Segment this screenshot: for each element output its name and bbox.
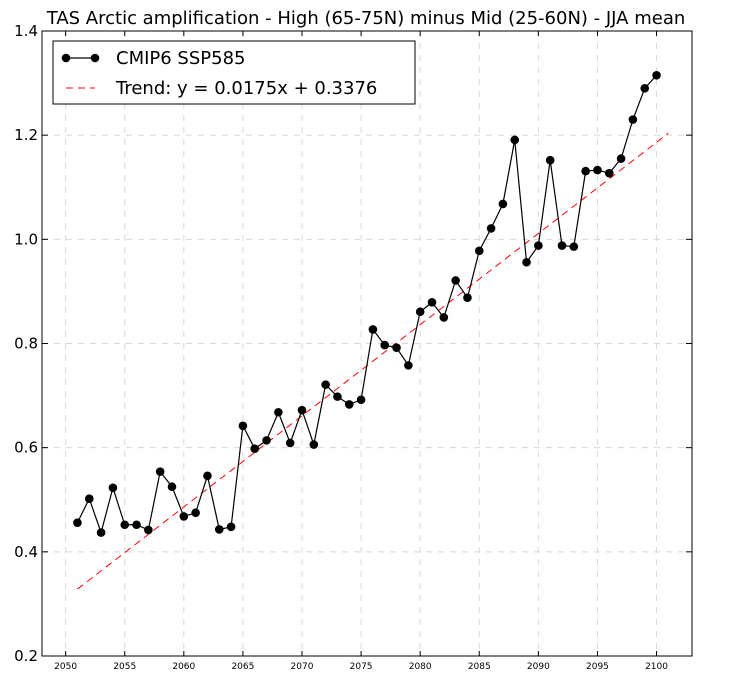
x-tick-label: 2075 (350, 662, 373, 672)
legend-label-cmip6: CMIP6 SSP585 (116, 48, 246, 69)
data-point (593, 165, 602, 175)
y-tick-label: 0.8 (14, 335, 38, 353)
data-point (96, 528, 106, 537)
legend: CMIP6 SSP585 Trend: y = 0.0175x + 0.3376 (52, 40, 416, 105)
data-point (569, 242, 579, 251)
data-point (486, 224, 496, 233)
x-tick-label: 2095 (586, 662, 609, 672)
grid (42, 30, 692, 657)
data-point (557, 241, 567, 250)
x-tick-label: 2065 (231, 662, 254, 672)
data-point (84, 494, 94, 504)
legend-label-trend: Trend: y = 0.0175x + 0.3376 (115, 78, 377, 99)
y-tick-label: 0.4 (14, 543, 38, 561)
data-point (534, 241, 543, 250)
data-point (297, 405, 307, 415)
data-point (604, 168, 614, 178)
x-tick-label: 2055 (113, 662, 136, 672)
data-point (120, 520, 130, 530)
data-point (132, 520, 141, 530)
data-point (392, 343, 401, 352)
data-point (510, 135, 520, 145)
data-point (356, 395, 366, 405)
data-point (498, 199, 508, 209)
x-tick-label: 2085 (468, 662, 491, 672)
data-point (415, 307, 425, 317)
x-tick-label: 2070 (291, 662, 314, 672)
data-point (439, 313, 449, 322)
data-point (155, 467, 165, 476)
series-line-cmip6 (76, 74, 657, 535)
data-point (321, 380, 330, 389)
x-tick-label: 2080 (409, 662, 432, 672)
data-point (474, 246, 484, 256)
chart-title: TAS Arctic amplification - High (65-75N)… (46, 8, 686, 29)
data-point (463, 293, 472, 302)
data-point (368, 325, 378, 334)
data-point (73, 518, 82, 527)
data-point (108, 483, 118, 493)
data-point (214, 525, 224, 534)
data-point (191, 508, 200, 518)
data-point (522, 257, 531, 267)
data-point (628, 115, 638, 124)
data-point (581, 166, 590, 176)
data-point (333, 392, 342, 401)
data-point (640, 83, 650, 93)
data-point (144, 525, 153, 535)
legend-box (52, 40, 416, 105)
data-point (344, 400, 354, 409)
data-point (652, 70, 661, 80)
legend-marker (90, 53, 100, 63)
series-layer (73, 70, 661, 537)
data-point (167, 482, 177, 492)
y-tick-label: 0.6 (14, 439, 38, 457)
y-tick-label: 1.2 (14, 126, 38, 144)
data-point (616, 154, 626, 163)
data-point (238, 421, 248, 431)
data-point (179, 512, 189, 521)
data-point (451, 276, 460, 285)
y-tick-label: 1.4 (14, 22, 38, 40)
x-tick-label: 2100 (645, 662, 668, 672)
data-point (274, 407, 283, 417)
legend-marker (61, 53, 71, 63)
data-point (203, 471, 212, 481)
data-point (380, 340, 390, 350)
data-point (309, 440, 319, 449)
y-tick-label: 0.2 (14, 647, 38, 665)
data-point (262, 436, 271, 445)
data-point (427, 298, 437, 307)
y-tick-label: 1.0 (14, 230, 38, 248)
data-point (250, 444, 260, 454)
ticks: 2050 2055 2060 2065 2070 2075 2080 2085 2090 2095… (14, 22, 692, 672)
x-tick-label: 2050 (54, 662, 77, 672)
data-point (285, 438, 295, 448)
data-point (545, 155, 555, 165)
data-point (226, 522, 236, 532)
x-tick-label: 2060 (172, 662, 195, 672)
x-tick-label: 2090 (527, 662, 550, 672)
data-point (404, 361, 413, 370)
trend-layer (77, 132, 669, 590)
trend-line (77, 132, 669, 590)
